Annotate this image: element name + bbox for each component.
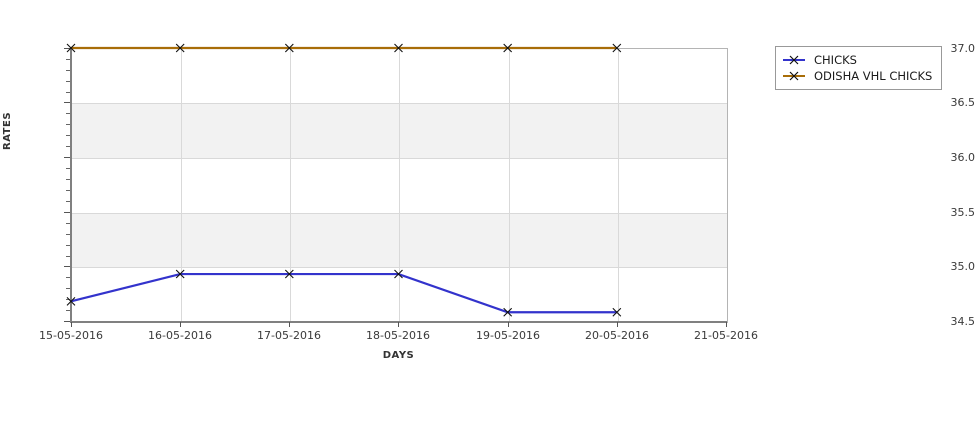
gridline-vertical	[181, 49, 182, 322]
series-line	[70, 272, 617, 314]
y-axis-minor-tick	[66, 168, 70, 169]
x-axis-tick	[180, 322, 181, 327]
x-axis-tick	[289, 322, 290, 327]
y-axis-minor-tick	[66, 245, 70, 246]
data-point-marker	[284, 269, 294, 279]
y-axis-line	[70, 47, 72, 322]
y-axis-tick-label: 37.0	[950, 42, 975, 55]
x-axis-tick-label: 17-05-2016	[257, 329, 321, 342]
y-axis-tick-label: 34.5	[950, 315, 975, 328]
y-axis-minor-tick	[66, 256, 70, 257]
legend-item-odisha-vhl-chicks[interactable]: ODISHA VHL CHICKS	[783, 68, 932, 84]
data-point-marker	[66, 43, 76, 53]
plot-area	[71, 48, 728, 323]
gridline-vertical	[618, 49, 619, 322]
legend-label: CHICKS	[814, 53, 857, 67]
legend-item-chicks[interactable]: CHICKS	[783, 52, 932, 68]
y-axis-tick-label: 36.0	[950, 151, 975, 164]
x-axis-tick	[726, 322, 727, 327]
data-point-marker	[175, 43, 185, 53]
legend: CHICKS ODISHA VHL CHICKS	[775, 46, 943, 90]
data-point-marker	[284, 43, 294, 53]
y-axis-minor-tick	[66, 179, 70, 180]
y-axis-minor-tick	[66, 288, 70, 289]
x-axis-tick	[398, 322, 399, 327]
y-axis-minor-tick	[66, 146, 70, 147]
y-axis-tick-label: 35.0	[950, 260, 975, 273]
y-axis-minor-tick	[66, 190, 70, 191]
data-point-marker	[66, 296, 76, 306]
x-axis-tick-label: 19-05-2016	[476, 329, 540, 342]
x-axis-tick-label: 20-05-2016	[585, 329, 649, 342]
y-axis-minor-tick	[66, 310, 70, 311]
gridline-vertical	[509, 49, 510, 322]
x-axis-tick-label: 21-05-2016	[694, 329, 758, 342]
y-axis-minor-tick	[66, 234, 70, 235]
x-axis-title: DAYS	[382, 350, 415, 361]
y-axis-minor-tick	[66, 81, 70, 82]
legend-marker-icon	[783, 55, 805, 65]
y-axis-minor-tick	[66, 59, 70, 60]
y-axis-tick	[64, 321, 70, 322]
gridline-vertical	[290, 49, 291, 322]
y-axis-minor-tick	[66, 201, 70, 202]
data-point-marker	[612, 307, 622, 317]
y-axis-minor-tick	[66, 92, 70, 93]
legend-label: ODISHA VHL CHICKS	[814, 69, 933, 83]
data-point-marker	[394, 269, 403, 279]
y-axis-tick	[64, 212, 70, 213]
gridline-vertical	[399, 49, 400, 322]
x-axis-tick-label: 15-05-2016	[39, 329, 103, 342]
legend-marker-icon	[783, 71, 805, 81]
data-point-marker	[175, 269, 185, 279]
x-axis-tick	[71, 322, 72, 327]
y-axis-minor-tick	[66, 299, 70, 300]
data-point-marker	[612, 43, 622, 53]
y-axis-tick-label: 35.5	[950, 206, 975, 219]
x-axis-tick	[508, 322, 509, 327]
y-axis-tick	[64, 102, 70, 103]
y-axis-minor-tick	[66, 124, 70, 125]
y-axis-tick	[64, 266, 70, 267]
series-plot	[66, 43, 622, 317]
y-axis-minor-tick	[66, 223, 70, 224]
y-axis-title: RATES	[2, 111, 13, 150]
y-axis-minor-tick	[66, 277, 70, 278]
data-point-marker	[394, 43, 403, 53]
data-point-marker	[503, 307, 513, 317]
data-point-marker	[503, 43, 513, 53]
y-axis-tick	[64, 48, 70, 49]
y-axis-tick-label: 36.5	[950, 96, 975, 109]
x-axis-tick	[617, 322, 618, 327]
y-axis-minor-tick	[66, 135, 70, 136]
x-axis-tick-label: 16-05-2016	[148, 329, 212, 342]
y-axis-minor-tick	[66, 113, 70, 114]
y-axis-minor-tick	[66, 70, 70, 71]
y-axis-tick	[64, 157, 70, 158]
x-axis-tick-label: 18-05-2016	[366, 329, 430, 342]
